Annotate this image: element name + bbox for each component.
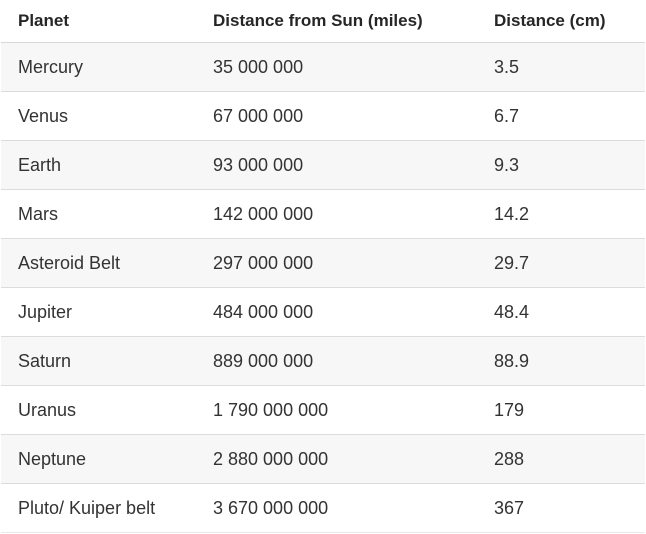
planet-name-cell: Uranus [1,385,196,435]
table-row: Uranus 1 790 000 000 179 [1,385,645,435]
distance-miles-cell: 93 000 000 [196,140,477,190]
column-header-distance-cm: Distance (cm) [477,0,645,43]
table-header: Planet Distance from Sun (miles) Distanc… [1,0,645,43]
table-row: Venus 67 000 000 6.7 [1,91,645,141]
distance-miles-cell: 2 880 000 000 [196,434,477,484]
header-row: Planet Distance from Sun (miles) Distanc… [1,0,645,43]
distance-cm-cell: 88.9 [477,336,645,386]
column-header-distance-miles: Distance from Sun (miles) [196,0,477,43]
table-row: Pluto/ Kuiper belt 3 670 000 000 367 [1,483,645,533]
table-row: Neptune 2 880 000 000 288 [1,434,645,484]
planet-name-cell: Asteroid Belt [1,238,196,288]
table-row: Asteroid Belt 297 000 000 29.7 [1,238,645,288]
distance-miles-cell: 484 000 000 [196,287,477,337]
planet-name-cell: Jupiter [1,287,196,337]
distance-cm-cell: 48.4 [477,287,645,337]
column-header-planet: Planet [1,0,196,43]
planet-name-cell: Neptune [1,434,196,484]
distance-miles-cell: 3 670 000 000 [196,483,477,533]
distance-cm-cell: 29.7 [477,238,645,288]
table-row: Jupiter 484 000 000 48.4 [1,287,645,337]
distance-cm-cell: 3.5 [477,42,645,92]
distance-cm-cell: 179 [477,385,645,435]
distance-miles-cell: 889 000 000 [196,336,477,386]
table-row: Mars 142 000 000 14.2 [1,189,645,239]
table-body: Mercury 35 000 000 3.5 Venus 67 000 000 6.7 Ea… [1,42,645,533]
distance-miles-cell: 67 000 000 [196,91,477,141]
distance-cm-cell: 6.7 [477,91,645,141]
planet-name-cell: Mercury [1,42,196,92]
planet-name-cell: Saturn [1,336,196,386]
distance-miles-cell: 1 790 000 000 [196,385,477,435]
distance-cm-cell: 367 [477,483,645,533]
planet-name-cell: Earth [1,140,196,190]
distance-miles-cell: 297 000 000 [196,238,477,288]
distance-miles-cell: 35 000 000 [196,42,477,92]
table-row: Earth 93 000 000 9.3 [1,140,645,190]
distance-cm-cell: 14.2 [477,189,645,239]
planet-name-cell: Mars [1,189,196,239]
distance-miles-cell: 142 000 000 [196,189,477,239]
table-row: Mercury 35 000 000 3.5 [1,42,645,92]
distance-cm-cell: 9.3 [477,140,645,190]
planet-name-cell: Venus [1,91,196,141]
table-row: Saturn 889 000 000 88.9 [1,336,645,386]
distance-cm-cell: 288 [477,434,645,484]
planet-name-cell: Pluto/ Kuiper belt [1,483,196,533]
